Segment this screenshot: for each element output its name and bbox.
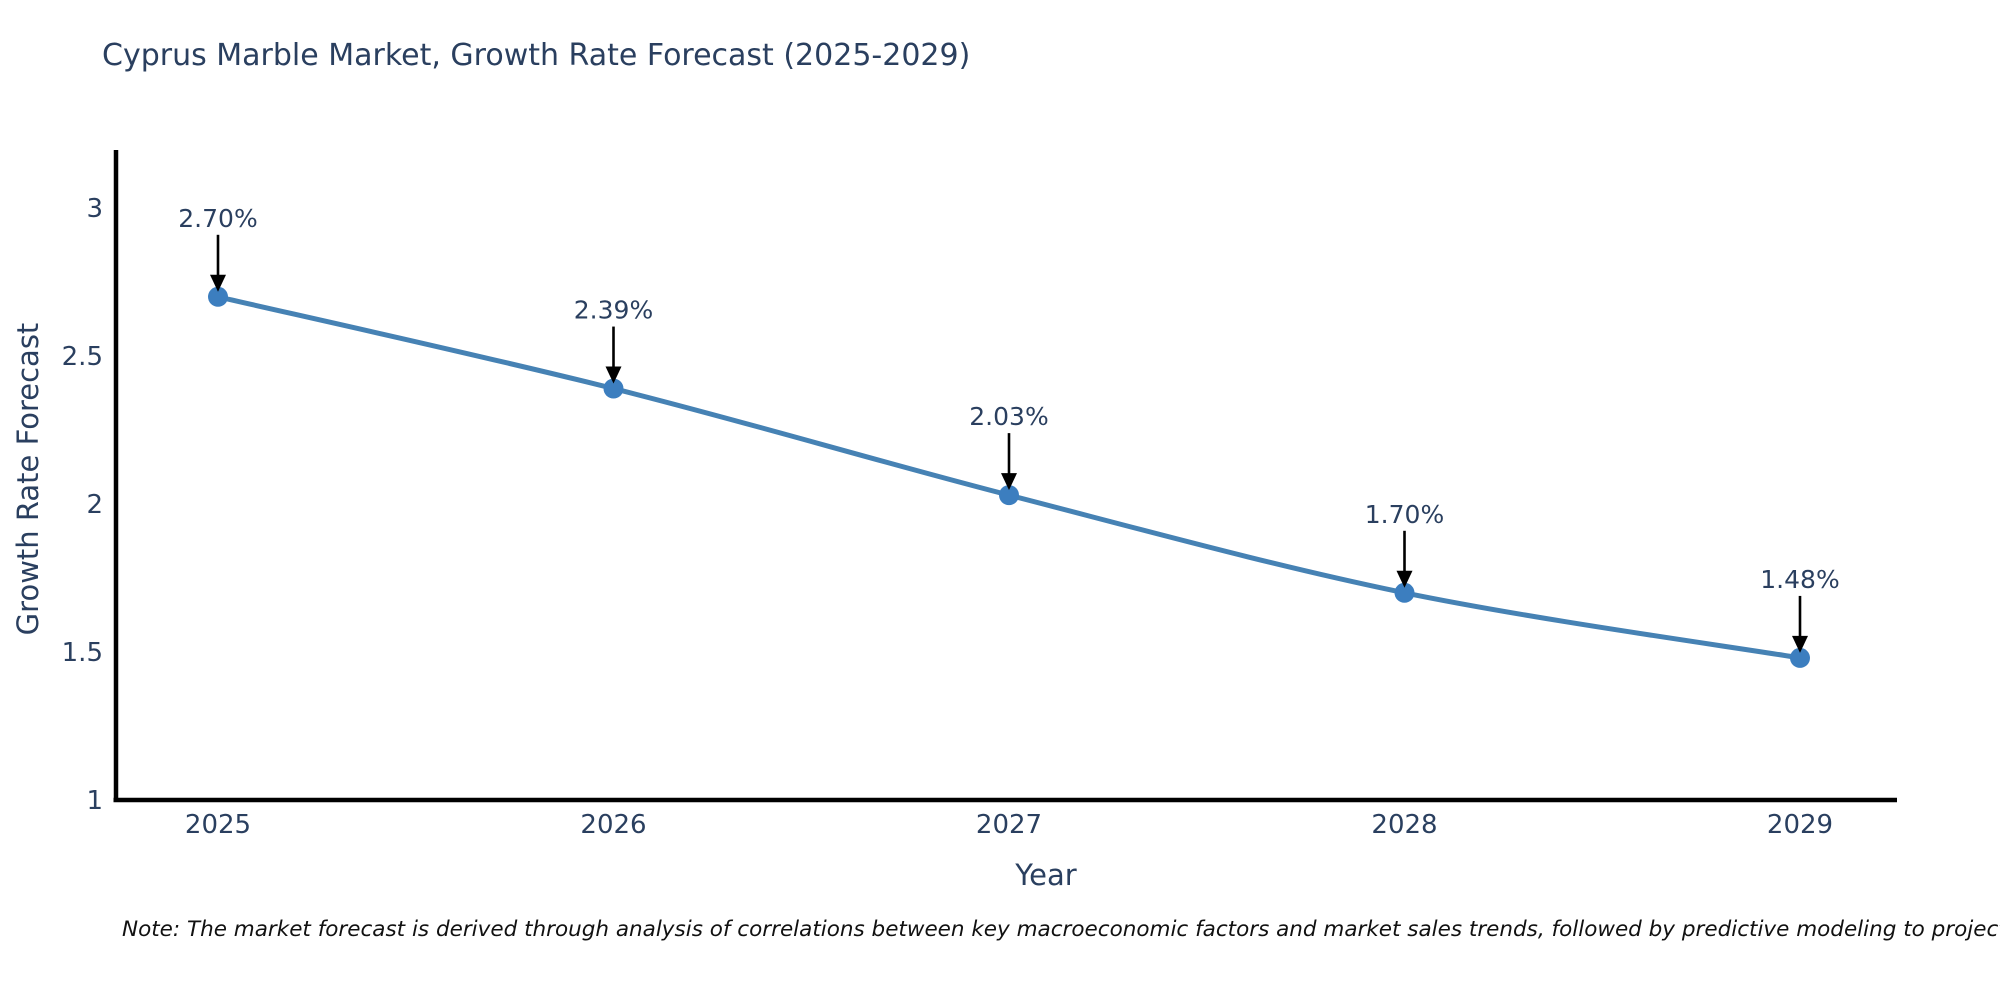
- x-tick-label: 2029: [1767, 810, 1833, 840]
- data-point-marker: [208, 286, 228, 307]
- data-point-label: 2.70%: [178, 204, 257, 233]
- data-point-label: 2.39%: [574, 296, 653, 325]
- x-tick-label: 2026: [580, 810, 646, 840]
- x-tick-label: 2025: [185, 810, 251, 840]
- x-tick-label: 2028: [1371, 810, 1437, 840]
- data-point-marker: [603, 378, 624, 399]
- data-point-marker: [1790, 647, 1810, 668]
- data-point-label: 2.03%: [969, 402, 1048, 431]
- chart-footnote: Note: The market forecast is derived thr…: [122, 917, 2000, 942]
- data-point-marker: [999, 485, 1019, 506]
- y-axis-title: Growth Rate Forecast: [11, 322, 45, 636]
- annotation-arrow-head: [605, 366, 622, 384]
- y-tick-label: 2.5: [62, 342, 103, 372]
- data-point-marker: [1394, 582, 1415, 603]
- x-axis-title: Year: [1015, 858, 1077, 892]
- chart-title: Cyprus Marble Market, Growth Rate Foreca…: [102, 38, 971, 73]
- data-point-label: 1.48%: [1760, 565, 1839, 594]
- annotation-arrow-head: [1396, 570, 1413, 588]
- y-tick-label: 3: [86, 194, 103, 224]
- annotation-arrow-head: [1792, 635, 1808, 653]
- x-tick-label: 2027: [976, 810, 1042, 840]
- y-tick-label: 1: [86, 786, 103, 816]
- y-tick-label: 1.5: [62, 638, 103, 668]
- annotation-arrow-head: [1001, 473, 1017, 491]
- annotation-arrow-head: [210, 274, 226, 292]
- data-point-label: 1.70%: [1365, 500, 1444, 529]
- y-tick-label: 2: [86, 490, 103, 520]
